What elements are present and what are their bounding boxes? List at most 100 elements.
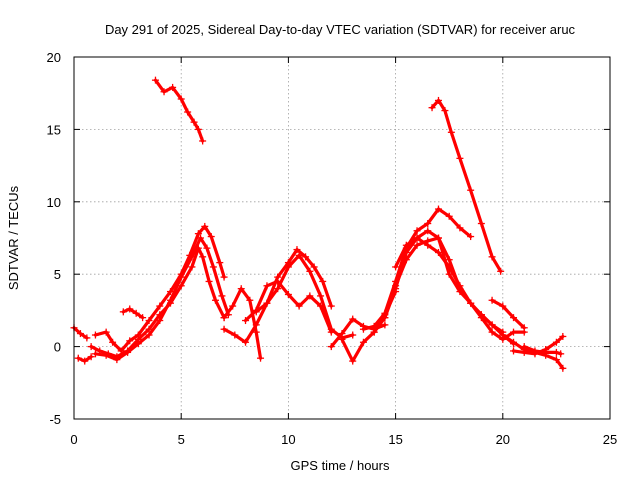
x-tick-label: 5 (178, 432, 185, 447)
data-point (184, 108, 192, 116)
data-point (338, 335, 346, 343)
data-point (124, 348, 132, 356)
data-point (327, 328, 335, 336)
data-point (310, 263, 318, 271)
data-point (302, 253, 310, 261)
series-arc-pm-1 (359, 205, 475, 333)
data-point (102, 351, 110, 359)
data-point (196, 234, 204, 242)
data-point (559, 332, 567, 340)
x-tick-label: 0 (70, 432, 77, 447)
data-point (134, 331, 142, 339)
data-point (74, 354, 82, 362)
data-point (194, 125, 202, 133)
data-point (467, 299, 475, 307)
data-point (520, 343, 528, 351)
data-point (359, 338, 367, 346)
data-point (274, 273, 282, 281)
data-point (220, 325, 228, 333)
data-point (284, 290, 292, 298)
data-point (166, 296, 174, 304)
data-point (242, 317, 250, 325)
data-point (392, 263, 400, 271)
data-point (392, 282, 400, 290)
series-line (93, 236, 230, 362)
data-point (317, 302, 325, 310)
series-line (121, 307, 145, 320)
data-point (349, 315, 357, 323)
data-point (199, 137, 207, 145)
data-point (220, 314, 228, 322)
data-point (510, 347, 518, 355)
data-point (559, 364, 567, 372)
data-point (349, 331, 357, 339)
data-point (497, 267, 505, 275)
data-point (188, 263, 196, 271)
data-point (177, 95, 185, 103)
data-point (203, 244, 211, 252)
data-point (552, 356, 560, 364)
x-axis-title: GPS time / hours (291, 458, 390, 473)
data-point (284, 259, 292, 267)
data-point (139, 314, 147, 322)
data-point (488, 321, 496, 329)
data-point (552, 348, 560, 356)
y-tick-label: 5 (54, 267, 61, 282)
data-point (510, 314, 518, 322)
data-point (434, 234, 442, 242)
data-point (428, 104, 436, 112)
y-tick-label: -5 (49, 412, 61, 427)
data-point (201, 222, 209, 230)
x-tick-label: 20 (496, 432, 510, 447)
series-line (383, 236, 526, 341)
data-point (76, 330, 84, 338)
data-point (145, 331, 153, 339)
series-line (222, 287, 263, 360)
data-point (327, 302, 335, 310)
chart-title: Day 291 of 2025, Sidereal Day-to-day VTE… (105, 22, 576, 37)
data-point (413, 227, 421, 235)
data-point (156, 317, 164, 325)
data-point (317, 292, 325, 300)
x-tick-label: 25 (603, 432, 617, 447)
y-tick-label: 15 (47, 122, 61, 137)
data-point (126, 337, 134, 345)
data-point (467, 186, 475, 194)
series-arc-mid-1 (220, 285, 265, 362)
data-point (199, 253, 207, 261)
x-tick-label: 10 (281, 432, 295, 447)
data-point (510, 338, 518, 346)
data-point (456, 154, 464, 162)
data-point (488, 296, 496, 304)
y-axis-title: SDTVAR / TECUs (6, 185, 21, 290)
data-point (295, 302, 303, 310)
x-tick-label: 15 (388, 432, 402, 447)
data-point (151, 76, 159, 84)
series-line (93, 224, 226, 353)
data-point (119, 308, 127, 316)
y-tick-label: 20 (47, 50, 61, 65)
data-point (242, 338, 250, 346)
data-point (207, 233, 215, 241)
data-point (87, 353, 95, 361)
series-arc-early-1 (87, 244, 228, 361)
data-point (445, 256, 453, 264)
series-arc-small-2.5 (119, 305, 147, 322)
data-point (381, 314, 389, 322)
data-point (252, 321, 260, 329)
data-point (220, 273, 228, 281)
data-point (531, 347, 539, 355)
series-arc-morning-low (74, 353, 95, 365)
series-layer (70, 76, 567, 372)
data-point (456, 288, 464, 296)
data-point (91, 350, 99, 358)
data-point (126, 305, 134, 313)
data-point (402, 256, 410, 264)
data-point (434, 248, 442, 256)
series-arc-pm-top (428, 96, 505, 275)
data-point (212, 296, 220, 304)
data-point (188, 253, 196, 261)
data-point (306, 267, 314, 275)
data-point (552, 338, 560, 346)
series-arc-early-3 (91, 234, 232, 364)
